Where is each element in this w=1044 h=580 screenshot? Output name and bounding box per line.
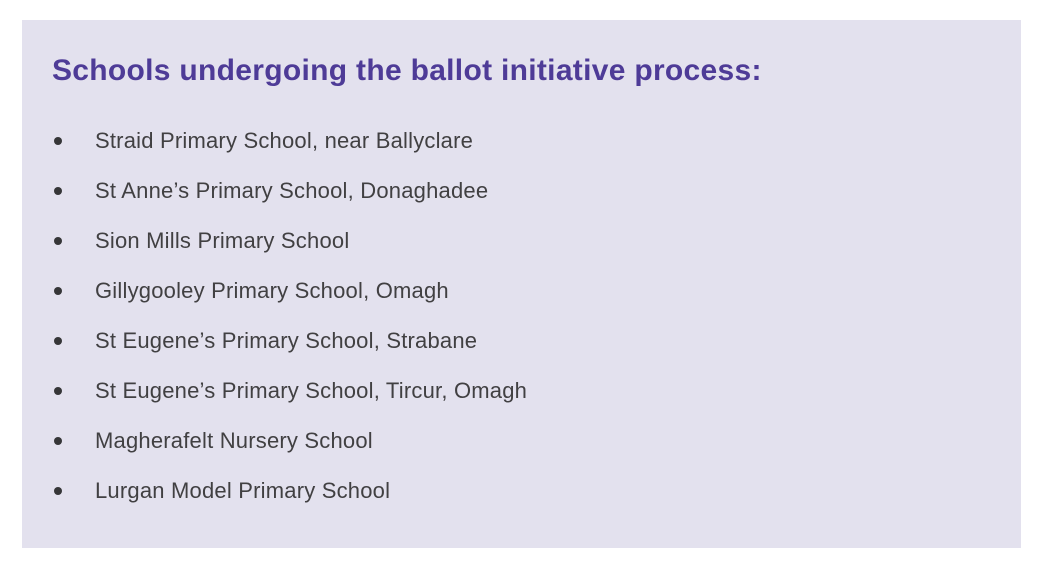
bullet-icon xyxy=(54,437,62,445)
bullet-icon xyxy=(54,487,62,495)
page-title: Schools undergoing the ballot initiative… xyxy=(52,54,762,87)
school-name: Sion Mills Primary School xyxy=(95,228,350,253)
school-name: Magherafelt Nursery School xyxy=(95,428,373,453)
bullet-icon xyxy=(54,387,62,395)
schools-card: Schools undergoing the ballot initiative… xyxy=(22,20,1021,548)
bullet-icon xyxy=(54,137,62,145)
bullet-icon xyxy=(54,187,62,195)
list-item: St Eugene’s Primary School, Strabane xyxy=(52,327,991,355)
list-item: Magherafelt Nursery School xyxy=(52,427,991,455)
school-name: Lurgan Model Primary School xyxy=(95,478,391,503)
bullet-icon xyxy=(54,237,62,245)
school-name: Gillygooley Primary School, Omagh xyxy=(95,278,449,303)
school-name: St Anne’s Primary School, Donaghadee xyxy=(95,178,489,203)
school-name: Straid Primary School, near Ballyclare xyxy=(95,128,474,153)
list-item: Straid Primary School, near Ballyclare xyxy=(52,127,991,155)
school-list: Straid Primary School, near Ballyclare S… xyxy=(52,127,991,505)
bullet-icon xyxy=(54,337,62,345)
list-item: Lurgan Model Primary School xyxy=(52,477,991,505)
list-item: St Anne’s Primary School, Donaghadee xyxy=(52,177,991,205)
bullet-icon xyxy=(54,287,62,295)
list-item: Gillygooley Primary School, Omagh xyxy=(52,277,991,305)
school-name: St Eugene’s Primary School, Tircur, Omag… xyxy=(95,378,528,403)
list-item: Sion Mills Primary School xyxy=(52,227,991,255)
list-item: St Eugene’s Primary School, Tircur, Omag… xyxy=(52,377,991,405)
school-name: St Eugene’s Primary School, Strabane xyxy=(95,328,478,353)
